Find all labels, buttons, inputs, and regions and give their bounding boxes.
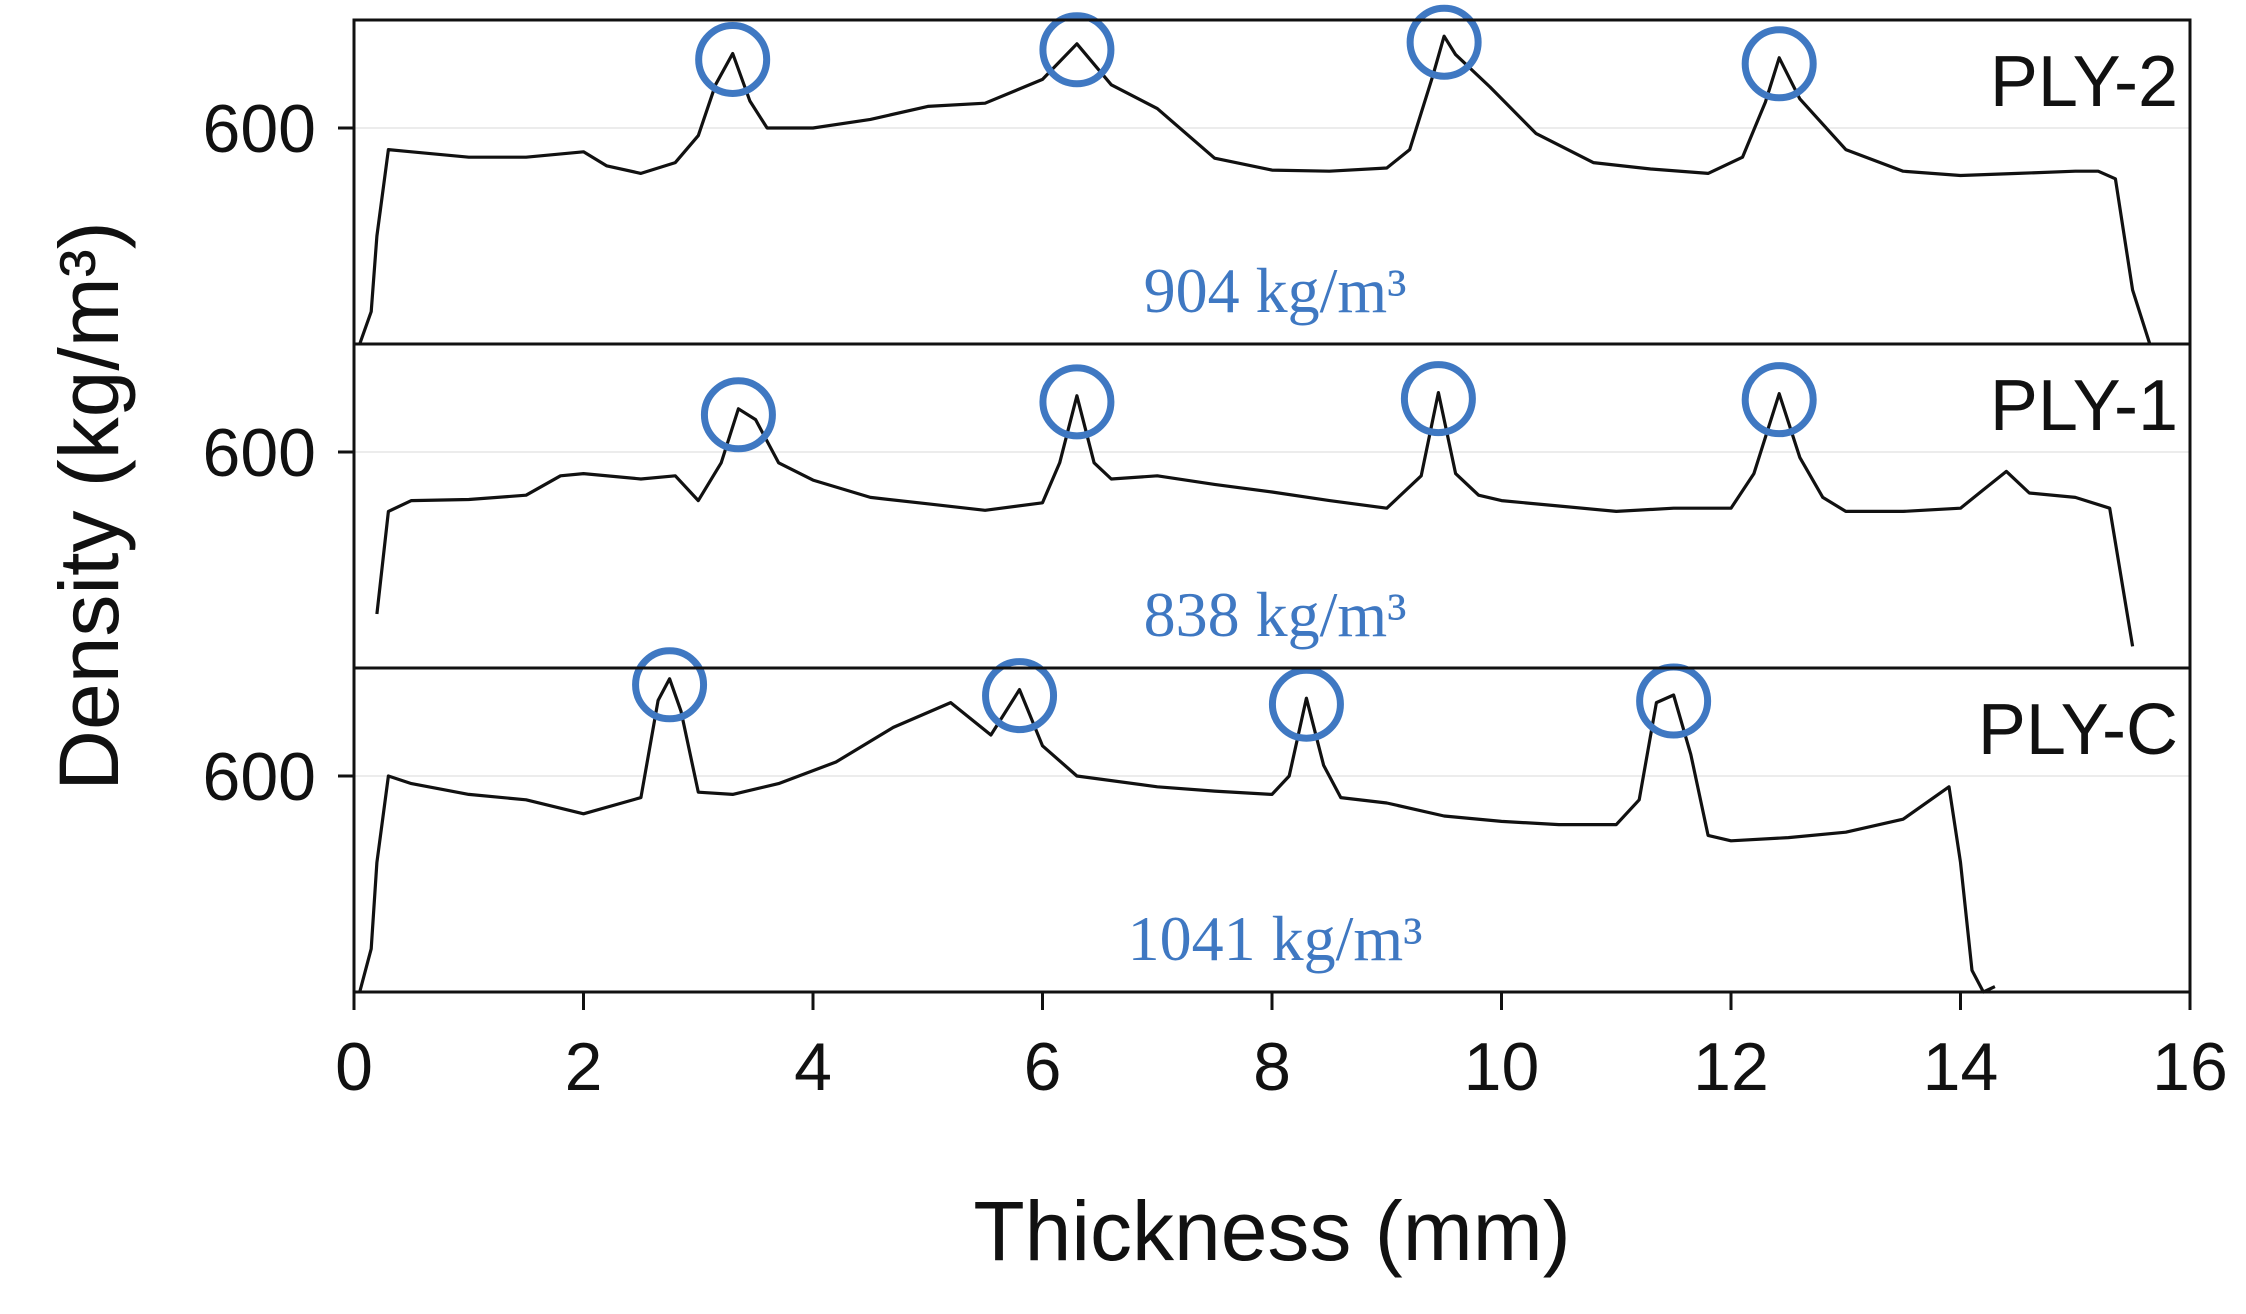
panel-ply-2: 600 PLY-2 904 kg/m³ xyxy=(203,4,2190,345)
peak-circle-ply-1-3 xyxy=(1400,361,1476,437)
peak-circle-ply-2-4 xyxy=(1741,26,1817,102)
series-line-ply-1 xyxy=(375,391,2135,647)
x-tick-label-12: 12 xyxy=(1693,1029,1769,1105)
plot-frame xyxy=(352,18,2192,994)
panel-label-ply-c: PLY-C xyxy=(1978,690,2178,770)
density-label-ply-1: 838 kg/m³ xyxy=(1144,579,1407,650)
x-tick-label-8: 8 xyxy=(1253,1029,1291,1105)
peak-circle-ply-2-2 xyxy=(1039,12,1115,88)
y-tick-label-ply-1: 600 xyxy=(203,415,316,491)
peak-circle-ply-c-2 xyxy=(982,658,1058,734)
x-tick-label-2: 2 xyxy=(565,1029,603,1105)
panel-label-ply-2: PLY-2 xyxy=(1990,42,2178,122)
panels-layer: 600 PLY-2 904 kg/m³ 600 PLY-1 838 kg/m³ 600 PLY… xyxy=(203,4,2192,994)
x-tick-label-4: 4 xyxy=(794,1029,832,1105)
peak-circle-ply-1-1 xyxy=(700,377,776,453)
x-axis-title: Thickness (mm) xyxy=(973,1184,1570,1278)
x-axis: 0 2 4 6 8 10 12 14 16 xyxy=(335,992,2228,1105)
y-tick-label-ply-2: 600 xyxy=(203,91,316,167)
y-tick-label-ply-c: 600 xyxy=(203,739,316,815)
density-label-ply-2: 904 kg/m³ xyxy=(1144,255,1407,326)
peak-circle-ply-c-1 xyxy=(632,647,708,723)
x-tick-label-10: 10 xyxy=(1464,1029,1540,1105)
peak-circle-ply-c-4 xyxy=(1636,663,1712,739)
x-tick-label-16: 16 xyxy=(2152,1029,2228,1105)
x-tick-label-14: 14 xyxy=(1923,1029,1999,1105)
x-tick-label-0: 0 xyxy=(335,1029,373,1105)
peak-circle-ply-1-4 xyxy=(1741,362,1817,438)
peak-circle-ply-2-1 xyxy=(695,21,771,97)
series-line-ply-2 xyxy=(358,34,2152,345)
y-axis-title: Density (kg/m³) xyxy=(42,221,136,790)
panel-ply-c: 600 PLY-C 1041 kg/m³ xyxy=(203,647,2190,994)
x-tick-label-6: 6 xyxy=(1024,1029,1062,1105)
peak-circle-ply-1-2 xyxy=(1039,364,1115,440)
peak-circle-ply-c-3 xyxy=(1268,666,1344,742)
density-label-ply-c: 1041 kg/m³ xyxy=(1128,903,1423,974)
peak-circle-ply-2-3 xyxy=(1406,4,1482,80)
panel-ply-1: 600 PLY-1 838 kg/m³ xyxy=(203,342,2190,650)
panel-label-ply-1: PLY-1 xyxy=(1990,366,2178,446)
series-line-ply-c xyxy=(358,677,1996,994)
